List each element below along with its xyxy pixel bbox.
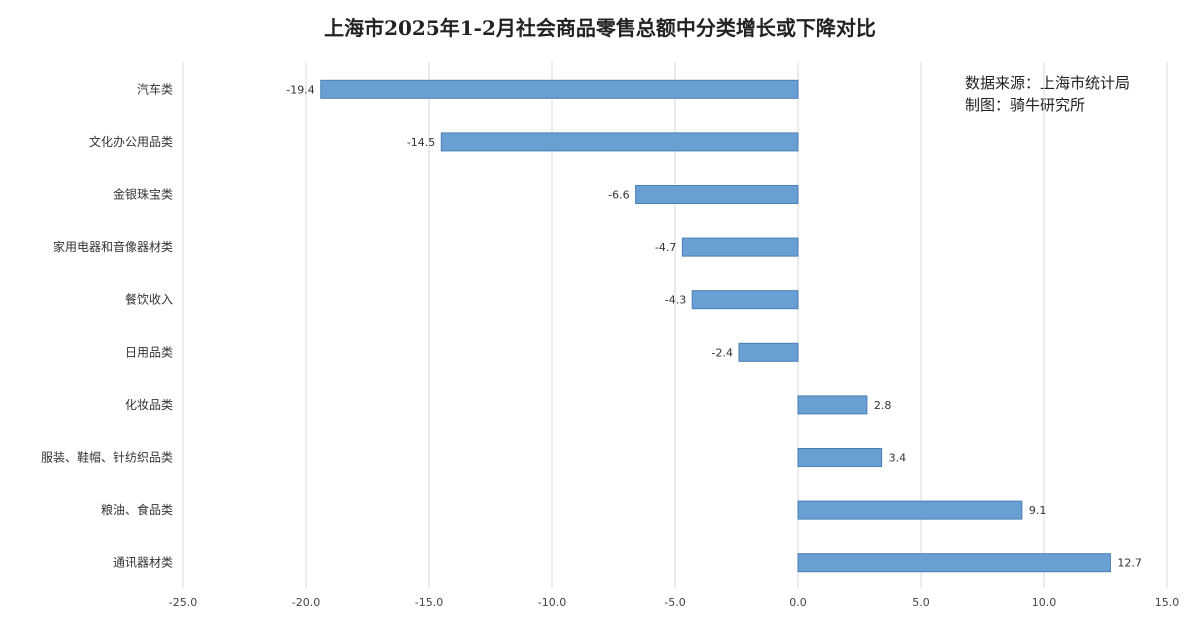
x-tick-label: 0.0 [789, 596, 807, 609]
x-tick-label: -10.0 [538, 596, 566, 609]
category-label: 通讯器材类 [113, 556, 173, 570]
bar [320, 79, 799, 99]
data-label: -2.4 [711, 346, 732, 359]
data-label: -14.5 [407, 136, 435, 149]
x-tick-label: -5.0 [664, 596, 685, 609]
category-label: 化妆品类 [125, 398, 173, 412]
data-label: 2.8 [874, 399, 892, 412]
source-annotation: 数据来源：上海市统计局 制图：骑牛研究所 [965, 72, 1130, 116]
data-label: -4.7 [655, 241, 676, 254]
data-source-text: 数据来源：上海市统计局 [965, 74, 1131, 92]
bar [797, 500, 1023, 520]
bar [681, 237, 799, 257]
data-label: 12.7 [1117, 557, 1142, 570]
bar [797, 448, 883, 467]
data-label: 3.4 [889, 452, 907, 465]
x-tick-label: 15.0 [1155, 596, 1180, 609]
category-label: 餐饮收入 [125, 292, 173, 307]
bar [797, 553, 1111, 573]
category-label: 金银珠宝类 [113, 187, 173, 202]
x-tick-label: 10.0 [1032, 596, 1057, 609]
x-tick-label: -15.0 [415, 596, 443, 609]
category-label: 粮油、食品类 [101, 502, 173, 517]
category-label: 汽车类 [137, 81, 173, 96]
bar [440, 132, 799, 152]
data-label: -4.3 [665, 294, 686, 307]
category-label: 文化办公用品类 [89, 134, 173, 149]
category-label: 家用电器和音像器材类 [53, 239, 173, 254]
data-label: -6.6 [608, 189, 629, 202]
bar [691, 290, 799, 310]
category-label: 日用品类 [125, 345, 173, 359]
bar [635, 185, 799, 204]
data-label: 9.1 [1029, 504, 1047, 517]
x-tick-label: -25.0 [169, 596, 197, 609]
bar [797, 395, 868, 415]
data-label: -19.4 [286, 83, 314, 96]
chart-credit-text: 制图：骑牛研究所 [965, 96, 1086, 114]
bar [738, 342, 799, 362]
x-tick-label: -20.0 [292, 596, 320, 609]
category-label: 服装、鞋帽、针纺织品类 [41, 450, 173, 465]
x-tick-label: 5.0 [912, 596, 930, 609]
chart-title: 上海市2025年1-2月社会商品零售总额中分类增长或下降对比 [324, 16, 876, 40]
